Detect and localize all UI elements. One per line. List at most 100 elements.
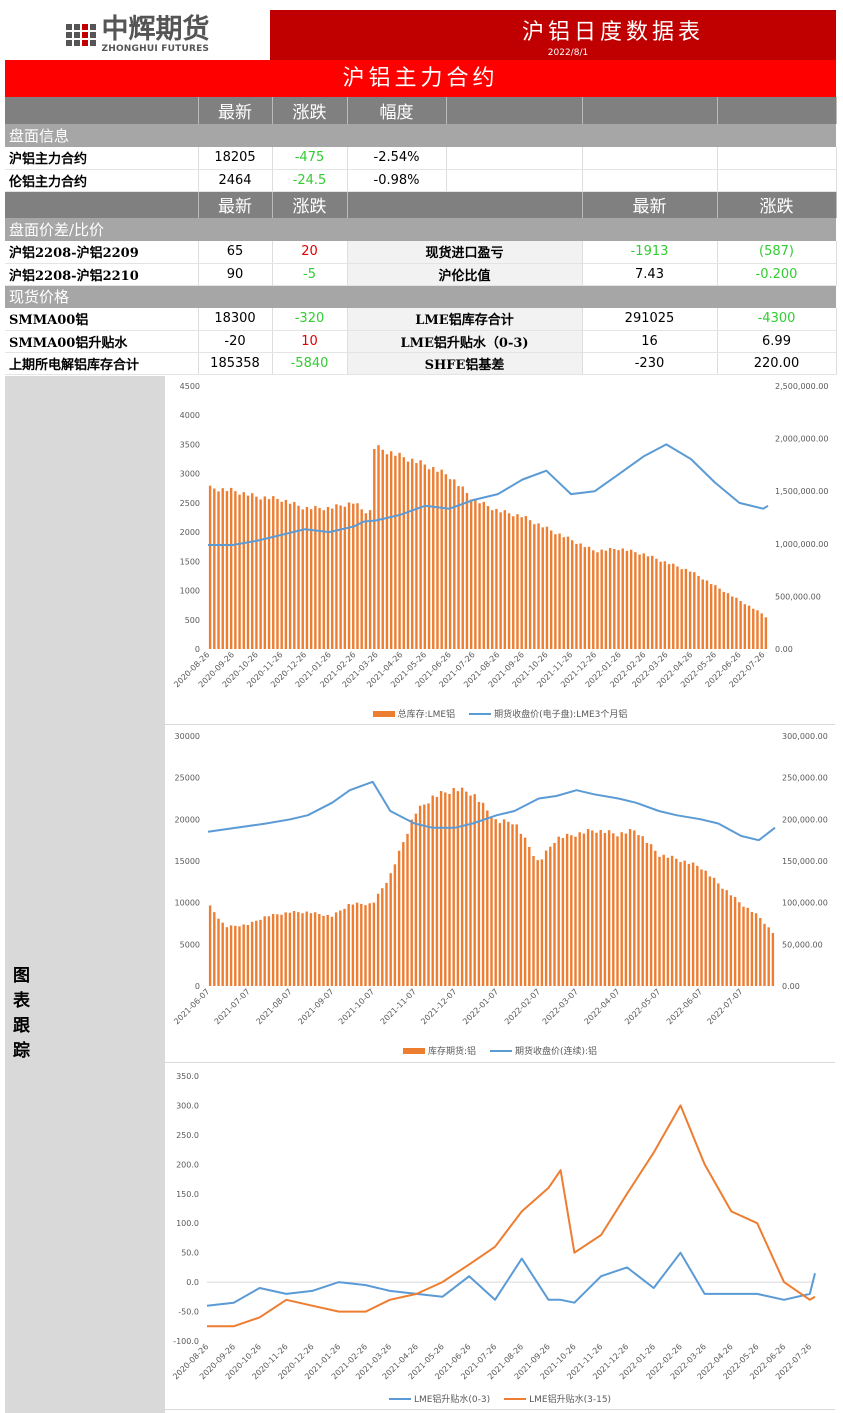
chart-lme-spreads: -100.0 -50.0 0.0 50.0 100.0 150.0 200.0 250.0 30… [165, 1063, 835, 1410]
inventory-bar [381, 888, 384, 986]
inventory-bar [679, 862, 682, 986]
x-tick-label: 2021-08-07 [255, 987, 294, 1026]
change-value: -5840 [272, 352, 348, 375]
latest-value-2: 16 [582, 330, 718, 353]
latest-value: -20 [198, 330, 273, 353]
header-row: 最新 涨跌 幅度 [5, 97, 837, 124]
inventory-bar [578, 832, 581, 986]
inventory-bar [503, 510, 507, 649]
inventory-bar [331, 508, 334, 649]
inventory-bar [651, 555, 654, 649]
table-row: SMMA00铝升贴水 -20 10 LME铝升贴水（0-3) 16 6.99 [5, 330, 837, 353]
inventory-bar [499, 512, 502, 649]
inventory-bar [439, 791, 443, 986]
change-value-2: -4300 [717, 308, 837, 331]
inventory-bar [595, 832, 598, 986]
inventory-bar [460, 787, 464, 986]
col-change: 涨跌 [272, 97, 348, 124]
inventory-bar [242, 492, 245, 649]
inventory-bar [355, 902, 359, 986]
inventory-bar [582, 833, 586, 986]
contract-banner: 沪铝主力合约 [5, 60, 836, 97]
legend-item: 期货收盘价(电子盘):LME3个月铝 [469, 707, 627, 720]
inventory-bar [326, 507, 330, 649]
inventory-bar [726, 593, 730, 649]
inventory-bar [469, 795, 472, 986]
inventory-bar [533, 524, 536, 649]
inventory-bar [436, 471, 439, 649]
inventory-bar [457, 486, 460, 649]
row-label: SMMA00铝升贴水 [5, 330, 199, 353]
y-left-tick-label: 150.0 [176, 1190, 199, 1199]
inventory-bar [406, 461, 410, 649]
y-right-tick-label: 300,000.00 [782, 732, 828, 741]
latest-value: 18300 [198, 308, 273, 331]
inventory-bar [263, 496, 267, 649]
inventory-bar [305, 911, 308, 986]
inventory-bar [322, 510, 325, 649]
y-right-tick-label: 2,500,000.00 [775, 382, 828, 391]
inventory-bar [574, 836, 577, 986]
inventory-bar [465, 493, 469, 649]
inventory-bar [604, 550, 608, 649]
inventory-bar [343, 506, 347, 649]
inventory-bar [347, 904, 350, 986]
inventory-bar [347, 502, 351, 649]
y-right-tick-label: 1,500,000.00 [775, 487, 828, 496]
inventory-bar [208, 905, 212, 986]
latest-value-2: 7.43 [582, 263, 718, 286]
y-right-tick-label: 150,000.00 [782, 857, 828, 866]
inventory-bar [456, 791, 460, 986]
inventory-bar [701, 579, 704, 649]
inventory-bar [684, 568, 688, 649]
latest-value-2: -1913 [582, 241, 718, 264]
inventory-bar [250, 921, 254, 986]
chart-svg: 0 5000 10000 15000 20000 25000 30000 0.00 50,000… [172, 732, 828, 1026]
inventory-bar [225, 927, 229, 986]
latest-value: 65 [198, 241, 273, 264]
inventory-bar [372, 902, 376, 986]
inventory-bar [511, 824, 514, 986]
y-left-tick-label: 0 [195, 982, 200, 991]
latest-value: 2464 [198, 169, 273, 192]
inventory-bar [549, 530, 553, 649]
table-row: 沪铝2208-沪铝2210 90 -5 沪伦比值 7.43 -0.200 [5, 263, 837, 286]
x-tick-label: 2021-10-07 [337, 987, 376, 1026]
inventory-bar [309, 913, 313, 986]
inventory-bar [469, 499, 473, 649]
y-left-tick-label: -100.0 [173, 1337, 199, 1346]
legend-item: 库存期货:铝 [402, 1044, 476, 1057]
inventory-bar [276, 914, 279, 986]
inventory-bar [571, 540, 574, 649]
inventory-bar [435, 796, 439, 986]
inventory-bar [309, 509, 313, 649]
inventory-bar [519, 833, 523, 986]
inventory-bar [414, 813, 418, 986]
inventory-bar [427, 803, 430, 986]
change-value: -475 [272, 147, 348, 170]
inventory-bar [263, 916, 266, 986]
inventory-bar [339, 505, 342, 649]
x-tick-label: 2021-06-07 [172, 987, 211, 1026]
inventory-bar [238, 494, 241, 649]
inventory-bar [612, 833, 615, 986]
inventory-bar [620, 832, 623, 986]
inventory-bar [629, 549, 633, 649]
inventory-bar [583, 547, 587, 649]
inventory-bar [284, 499, 288, 649]
col-latest: 最新 [198, 97, 273, 124]
x-tick-label: 2022-04-07 [583, 987, 622, 1026]
inventory-bar [292, 911, 296, 986]
inventory-bar [700, 869, 703, 986]
inventory-bar [297, 505, 300, 649]
logo-cn: 中辉期货 [101, 14, 210, 45]
inventory-bar [613, 549, 616, 649]
inventory-bar [746, 907, 749, 986]
inventory-bar [718, 588, 721, 649]
change-value: 20 [272, 241, 348, 264]
y-left-tick-label: 3000 [180, 470, 200, 479]
row-label-2: SHFE铝基差 [347, 352, 583, 375]
x-tick-label: 2022-02-07 [503, 987, 542, 1026]
inventory-bar [624, 833, 628, 986]
inventory-bar [655, 558, 658, 649]
